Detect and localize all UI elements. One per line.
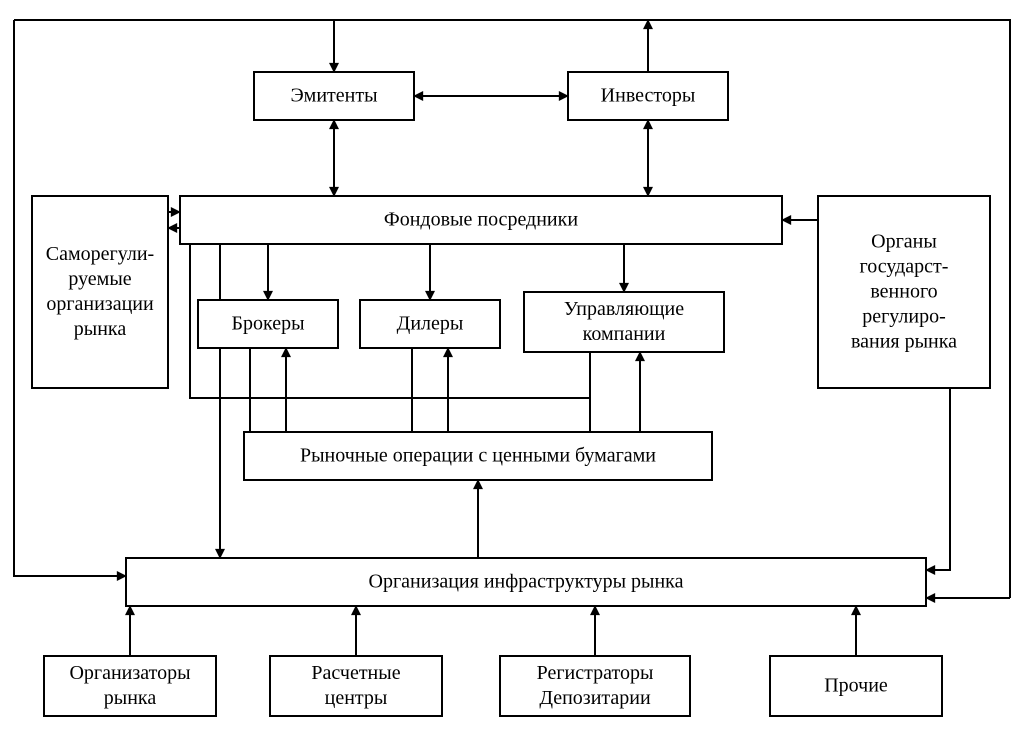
node-registrars-label: Регистраторы bbox=[537, 662, 654, 684]
node-clearing: Расчетные центры bbox=[270, 656, 442, 716]
node-clearing-label: центры bbox=[325, 687, 388, 709]
node-sro-label: руемые bbox=[68, 268, 131, 290]
node-gov-label: вания рынка bbox=[851, 331, 957, 353]
node-brokers: Брокеры bbox=[198, 300, 338, 348]
node-registrars-label: Депозитарии bbox=[539, 687, 651, 709]
node-gov-label: регулиро- bbox=[862, 306, 946, 328]
node-mgmt-label: компании bbox=[583, 323, 666, 345]
node-ops-label: Рыночные операции с ценными бумагами bbox=[300, 445, 656, 467]
node-sro-label: организации bbox=[46, 293, 154, 315]
node-brokers-label: Брокеры bbox=[231, 313, 304, 335]
node-emitters: Эмитенты bbox=[254, 72, 414, 120]
node-organizers-label: Организаторы bbox=[69, 662, 190, 684]
node-other-label: Прочие bbox=[824, 675, 888, 697]
node-registrars: Регистраторы Депозитарии bbox=[500, 656, 690, 716]
node-gov-label: государст- bbox=[860, 256, 949, 278]
node-intermed-label: Фондовые посредники bbox=[384, 209, 578, 231]
node-sro-label: Саморегули- bbox=[46, 243, 154, 265]
node-mgmt: Управляющие компании bbox=[524, 292, 724, 352]
node-investors: Инвесторы bbox=[568, 72, 728, 120]
node-intermed: Фондовые посредники bbox=[180, 196, 782, 244]
node-infra: Организация инфраструктуры рынка bbox=[126, 558, 926, 606]
node-other: Прочие bbox=[770, 656, 942, 716]
node-organizers: Организаторы рынка bbox=[44, 656, 216, 716]
nodes-layer: Эмитенты Инвесторы Фондовые посредники Само… bbox=[32, 72, 990, 716]
node-gov-label: Органы bbox=[871, 231, 937, 253]
node-sro-label: рынка bbox=[74, 318, 127, 340]
node-mgmt-label: Управляющие bbox=[564, 298, 684, 320]
node-dealers-label: Дилеры bbox=[397, 313, 464, 335]
node-emitters-label: Эмитенты bbox=[290, 85, 377, 107]
node-ops: Рыночные операции с ценными бумагами bbox=[244, 432, 712, 480]
node-dealers: Дилеры bbox=[360, 300, 500, 348]
node-gov-label: венного bbox=[870, 281, 937, 303]
edge-24 bbox=[926, 388, 950, 570]
node-clearing-label: Расчетные bbox=[311, 662, 400, 684]
node-sro: Саморегули-руемые организации рынка bbox=[32, 196, 168, 388]
node-organizers-label: рынка bbox=[104, 687, 157, 709]
node-gov: Органы государст-венного регулиро-вания ры… bbox=[818, 196, 990, 388]
node-investors-label: Инвесторы bbox=[601, 85, 696, 107]
flowchart-canvas: Эмитенты Инвесторы Фондовые посредники Само… bbox=[0, 0, 1024, 748]
node-infra-label: Организация инфраструктуры рынка bbox=[369, 571, 684, 593]
